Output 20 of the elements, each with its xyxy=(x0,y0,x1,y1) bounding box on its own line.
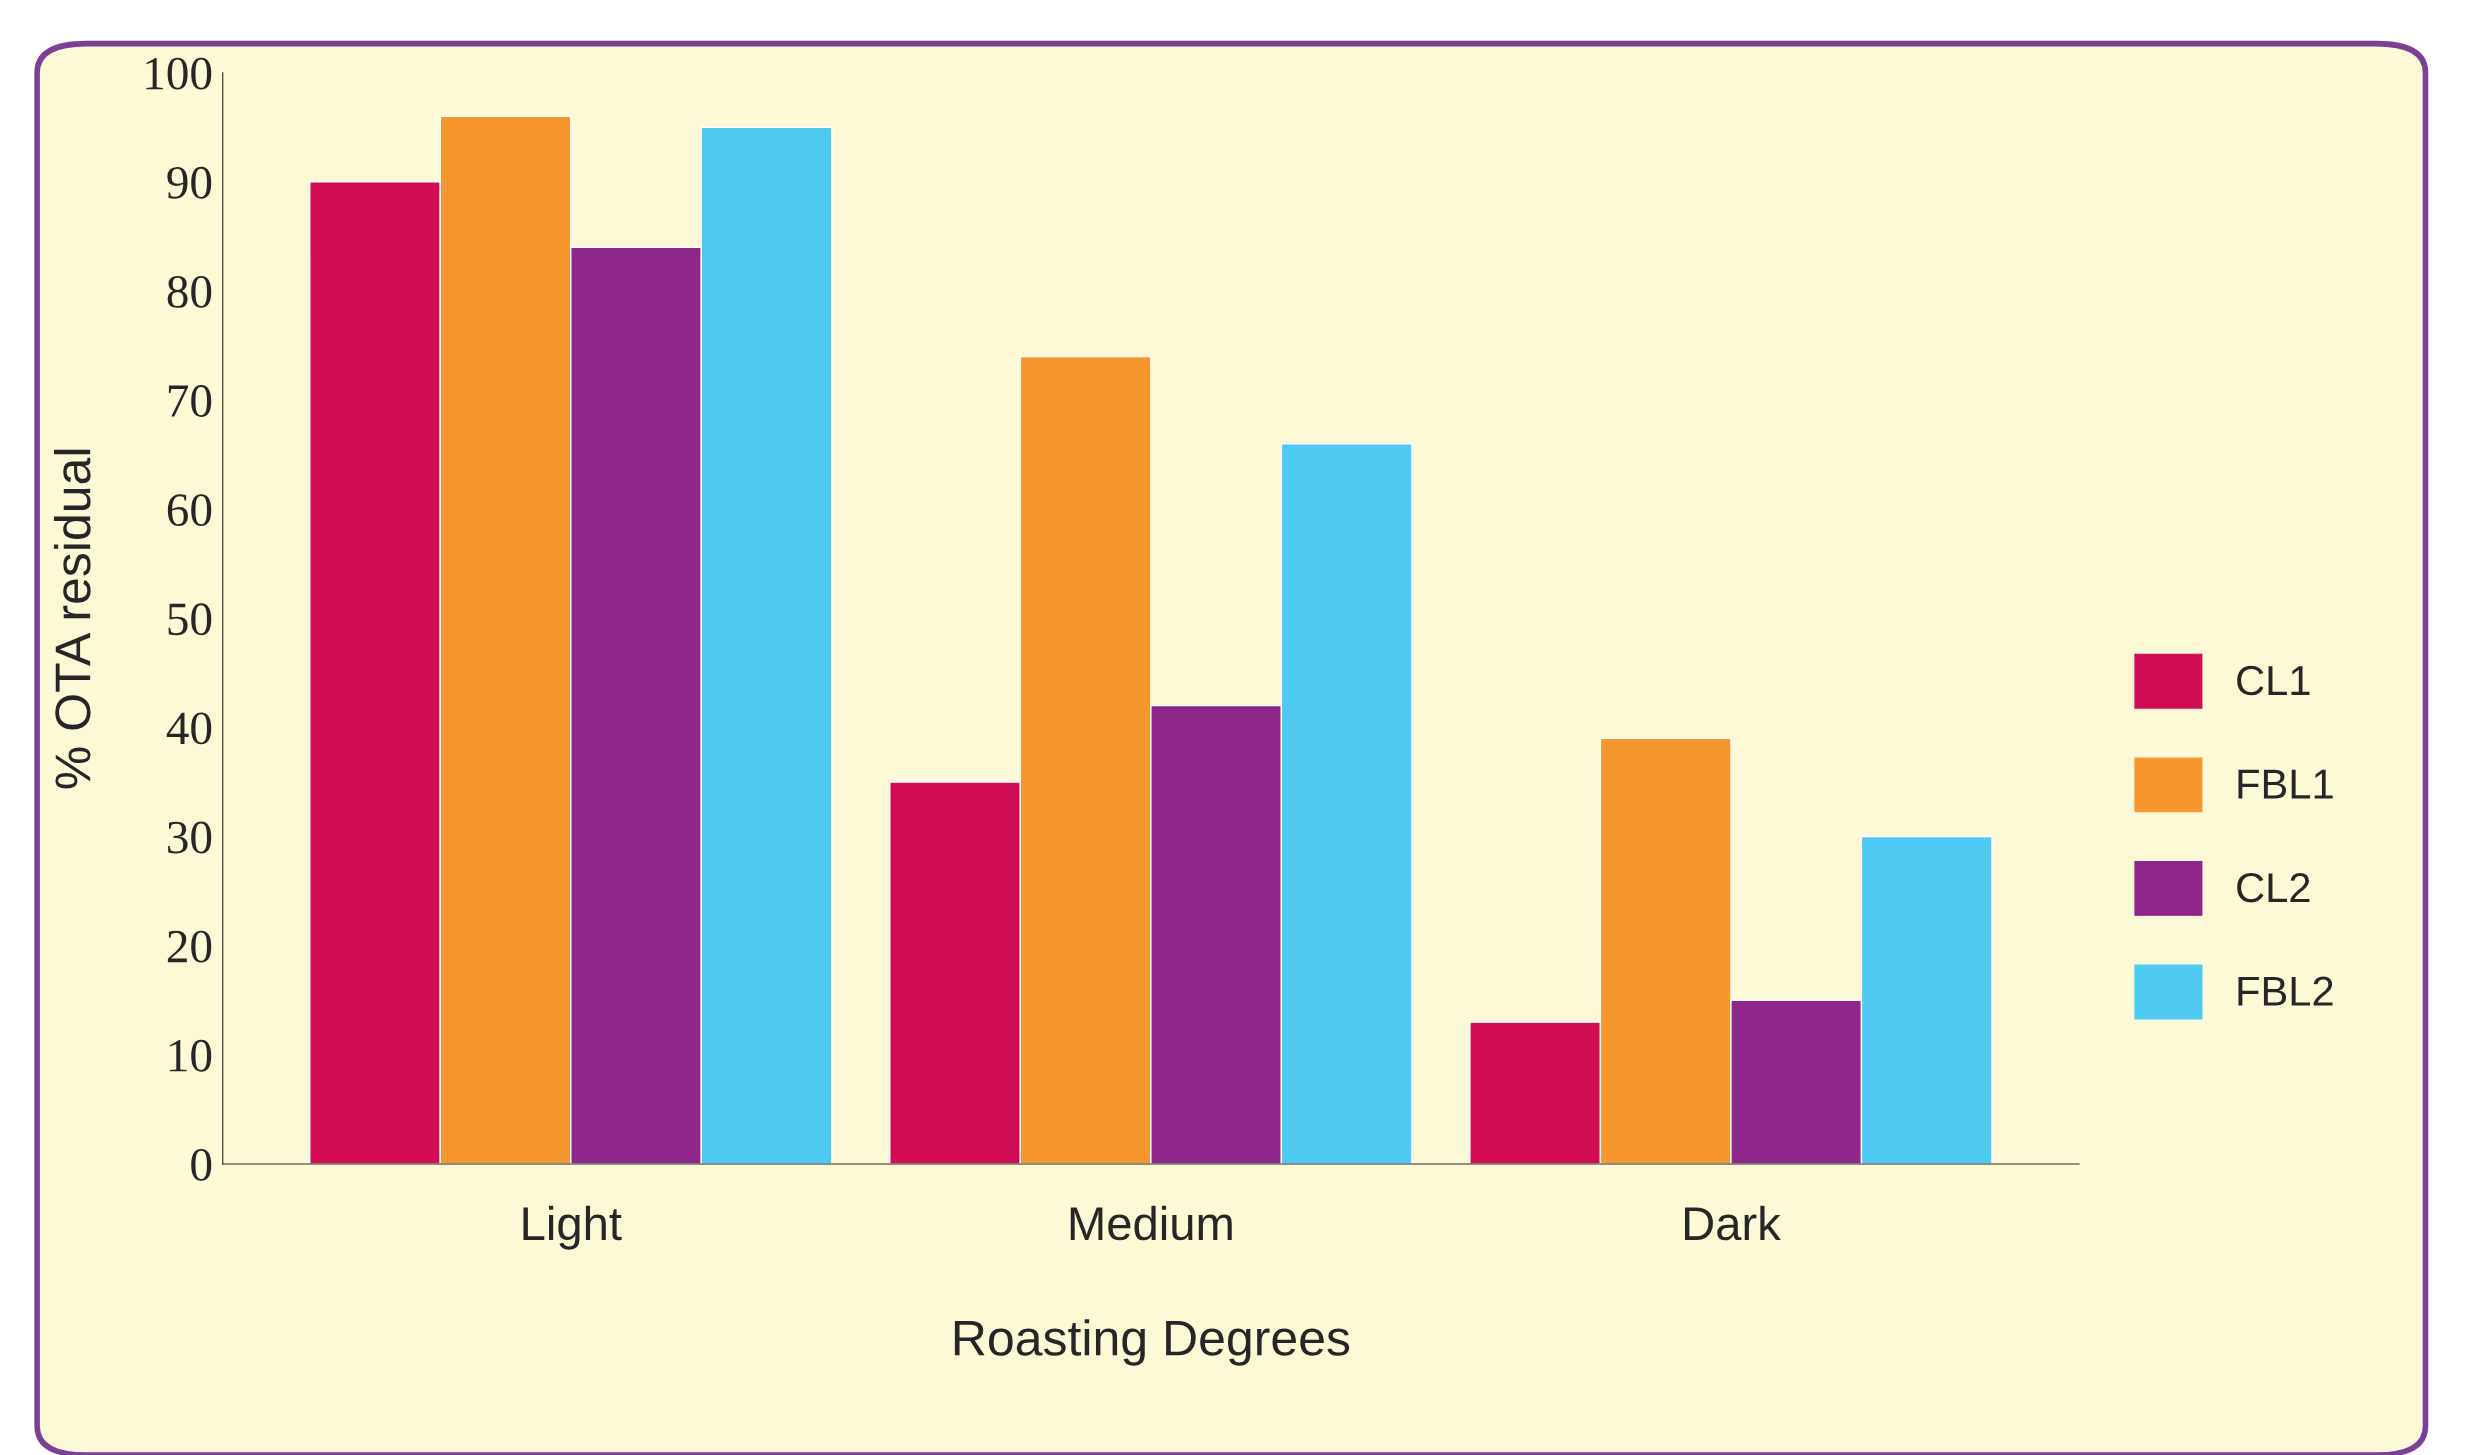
y-axis-title: % OTA residual xyxy=(53,449,91,789)
y-tick-label: 30 xyxy=(168,821,212,854)
y-tick-label: 70 xyxy=(168,385,212,417)
x-tick-label: Medium xyxy=(1070,1205,1232,1241)
legend-label: FBL2 xyxy=(2238,976,2333,1006)
y-tick-label: 80 xyxy=(167,275,212,308)
y-tick-label: 100 xyxy=(146,57,212,90)
legend-label: CL1 xyxy=(2237,665,2310,696)
x-axis-title: Roasting Degrees xyxy=(954,1319,1350,1366)
x-tick-label: Light xyxy=(523,1205,622,1250)
y-tick-label: 20 xyxy=(167,930,212,963)
x-tick-label: Dark xyxy=(1684,1205,1781,1241)
y-tick-label: 10 xyxy=(169,1039,212,1072)
y-tick-label: 0 xyxy=(191,1148,212,1181)
y-tick-label: 60 xyxy=(167,494,212,527)
legend-label: CL2 xyxy=(2237,872,2310,903)
legend-label: FBL1 xyxy=(2238,769,2333,799)
y-tick-label: 90 xyxy=(167,166,212,199)
y-tick-label: 50 xyxy=(168,603,212,636)
y-tick-label: 40 xyxy=(166,712,212,745)
